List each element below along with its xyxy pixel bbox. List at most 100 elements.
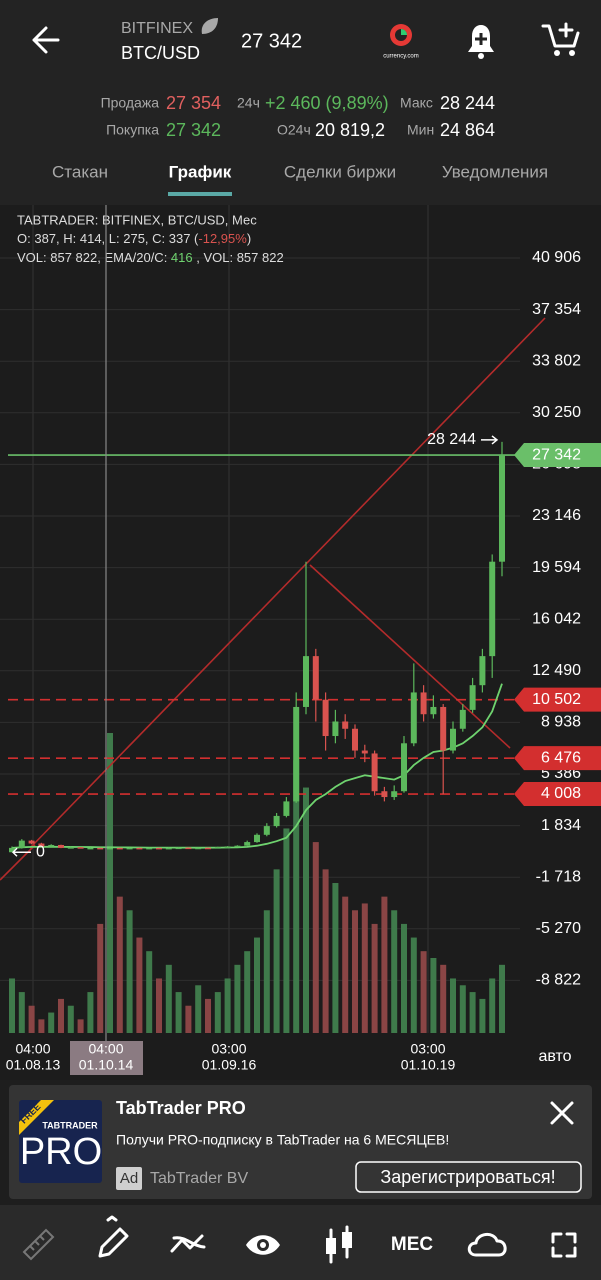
stat-label: О24ч xyxy=(277,122,311,138)
leaf-icon xyxy=(201,18,218,34)
info-part: -12,95% xyxy=(198,231,247,246)
volume-bar xyxy=(401,923,407,1033)
volume-bar xyxy=(87,992,94,1033)
candle-body xyxy=(326,1238,336,1254)
volume-bar xyxy=(361,903,368,1033)
ad-button-text: Зарегистрироваться! xyxy=(380,1167,555,1187)
candle-body xyxy=(126,847,133,850)
info-part: , VOL: 857 822 xyxy=(193,250,284,265)
candle-body xyxy=(77,847,84,849)
trend-line xyxy=(0,317,546,881)
candle-body xyxy=(273,815,280,827)
y-tick-label: 16 042 xyxy=(532,610,581,627)
price-tag-label: 27 342 xyxy=(532,446,581,463)
indicator-tool[interactable] xyxy=(170,1234,206,1253)
period-button[interactable]: МЕС xyxy=(391,1234,434,1255)
candle-body xyxy=(420,692,427,715)
stat-value: +2 460 (9,89%) xyxy=(265,93,389,113)
fullscreen-tool[interactable] xyxy=(551,1232,577,1258)
tab-active[interactable]: График xyxy=(169,162,232,181)
volume-bar xyxy=(459,985,466,1033)
volume-bar xyxy=(263,910,270,1033)
candle-body xyxy=(479,656,486,686)
volume-bar xyxy=(28,1005,35,1033)
candle-body xyxy=(67,847,74,849)
cloud-tool[interactable] xyxy=(467,1233,507,1257)
ad-close[interactable] xyxy=(550,1101,574,1125)
chart-bg xyxy=(0,205,601,1080)
volume-bar xyxy=(352,910,358,1033)
volume-bar xyxy=(67,1005,74,1033)
y-tick-label: 37 354 xyxy=(532,301,581,318)
x-tick-label: 01.10.14 xyxy=(79,1057,134,1073)
candle-body xyxy=(58,844,64,848)
tab[interactable]: Стакан xyxy=(52,162,108,181)
price-tag xyxy=(514,687,601,712)
candle-body xyxy=(136,847,143,850)
tab-indicator xyxy=(168,192,232,196)
volume-bar xyxy=(322,869,329,1033)
volume-bar xyxy=(303,787,309,1033)
eye-pupil xyxy=(260,1242,266,1248)
tab[interactable]: Уведомления xyxy=(442,162,548,181)
candle-body xyxy=(371,753,378,792)
draw-tool[interactable] xyxy=(98,1215,129,1258)
ad-card[interactable] xyxy=(9,1085,592,1199)
info-part: O: 387, H: 414, L: 275, C: 337 ( xyxy=(17,231,199,246)
ad-badge xyxy=(116,1167,142,1190)
volume-bar xyxy=(116,896,123,1033)
x-tick-label: 03:00 xyxy=(410,1041,445,1057)
chart-type-tool[interactable] xyxy=(326,1225,352,1264)
volume-bar xyxy=(244,951,251,1033)
y-tick-label: -1 718 xyxy=(536,868,581,885)
tab[interactable]: Сделки биржи xyxy=(284,162,396,181)
candle-body xyxy=(195,847,202,850)
currency-logo[interactable]: currency.com xyxy=(383,24,419,60)
volume-bar xyxy=(430,958,437,1033)
visibility-tool[interactable] xyxy=(246,1235,280,1255)
stat-label: Макс xyxy=(400,95,433,111)
volume-bar xyxy=(273,869,280,1033)
y-tick-label: -8 822 xyxy=(536,972,581,989)
candle-body xyxy=(499,455,505,562)
candle-body xyxy=(214,847,221,849)
candle-body xyxy=(146,847,153,850)
cart-icon xyxy=(541,24,580,48)
volume-bar xyxy=(440,964,447,1033)
x-tick-label: 04:00 xyxy=(15,1041,50,1057)
candle-body xyxy=(175,847,182,850)
high-arrow xyxy=(481,435,499,445)
ruler-tool[interactable] xyxy=(22,1228,55,1261)
ad-logo-brand: TABTRADER xyxy=(42,1120,98,1130)
price-tag xyxy=(514,443,601,468)
volume-bar xyxy=(146,951,153,1033)
logo-text: currency.com xyxy=(383,54,419,60)
volume-bar xyxy=(214,992,221,1033)
volume-bar xyxy=(234,964,241,1033)
candle-body xyxy=(293,706,300,802)
zero-arrow xyxy=(11,847,31,857)
cart-wheel xyxy=(569,50,575,56)
ad-title: TabTrader PRO xyxy=(116,1098,246,1118)
toolbar xyxy=(0,1205,601,1280)
ad-button[interactable] xyxy=(355,1161,582,1193)
logo-piece xyxy=(401,29,407,35)
alert-button[interactable] xyxy=(468,25,494,59)
stat-value: 27 342 xyxy=(166,120,221,140)
high-annotation: 28 244 xyxy=(427,431,476,448)
back-button[interactable] xyxy=(32,26,60,54)
scale-mode[interactable]: авто xyxy=(538,1048,571,1065)
candle-body xyxy=(254,834,260,843)
candle-body xyxy=(97,847,104,850)
price-tag-label: 6 476 xyxy=(541,749,581,766)
y-tick-label: 12 490 xyxy=(532,662,581,679)
volume-bar xyxy=(391,910,398,1033)
price-tag-label: 10 502 xyxy=(532,691,581,708)
x-tick-label: 01.10.19 xyxy=(401,1057,456,1073)
cart-button[interactable] xyxy=(541,22,580,56)
volume-bar xyxy=(293,760,300,1033)
stat-value: 20 819,2 xyxy=(315,120,385,140)
price-tag xyxy=(514,782,601,807)
y-tick-label: 30 250 xyxy=(532,404,581,421)
